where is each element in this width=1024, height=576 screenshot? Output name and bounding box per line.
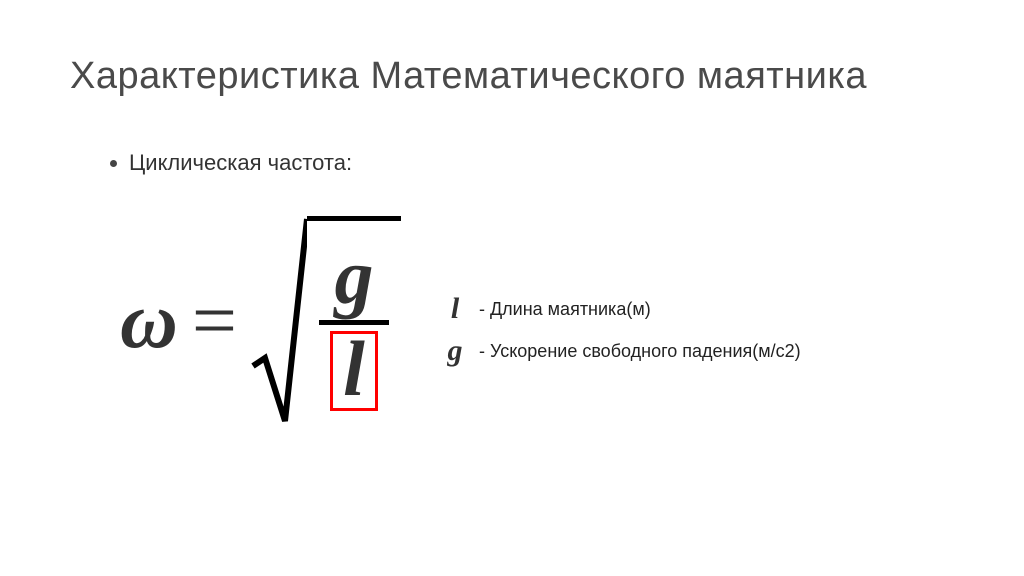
legend-row: l - Длина маятника(м): [441, 292, 801, 326]
formula-lhs: ω: [120, 276, 178, 367]
legend-symbol: g: [441, 334, 469, 368]
radicand: g l: [307, 216, 401, 426]
radical: g l: [251, 216, 401, 426]
fraction: g l: [319, 238, 389, 411]
radical-icon: [251, 216, 307, 426]
formula: ω = g l: [120, 216, 401, 426]
fraction-numerator: g: [326, 238, 381, 316]
legend-description: - Длина маятника(м): [479, 299, 651, 320]
bullet-item: Циклическая частота:: [110, 150, 954, 176]
legend-symbol: l: [441, 292, 469, 326]
content-row: ω = g l l - Длина маятника(м): [120, 216, 954, 426]
formula-eq: =: [192, 276, 237, 367]
bullet-icon: [110, 160, 117, 167]
fraction-denominator: l: [330, 331, 378, 411]
legend-description: - Ускорение свободного падения(м/с2): [479, 341, 801, 362]
bullet-label: Циклическая частота:: [129, 150, 352, 176]
slide: Характеристика Математического маятника …: [0, 0, 1024, 576]
page-title: Характеристика Математического маятника: [70, 55, 954, 98]
legend: l - Длина маятника(м) g - Ускорение своб…: [441, 292, 801, 368]
legend-row: g - Ускорение свободного падения(м/с2): [441, 334, 801, 368]
